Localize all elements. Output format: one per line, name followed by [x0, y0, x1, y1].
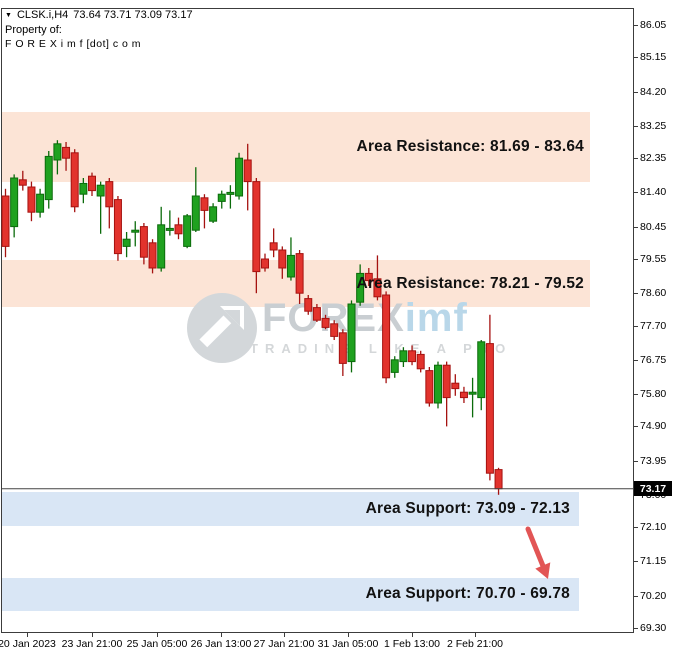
chart-header: ▼ CLSK.i,H4 73.64 73.71 73.09 73.17 Prop…	[5, 9, 193, 50]
candle-body	[36, 193, 45, 213]
candle-body	[1, 195, 10, 247]
candle-body	[321, 317, 330, 328]
candle-body	[485, 343, 494, 474]
candle-body	[165, 227, 174, 231]
candle-body	[200, 197, 209, 211]
candle-body	[139, 226, 148, 258]
candle-body	[27, 186, 36, 213]
candle-body	[330, 323, 339, 337]
candle-body	[113, 199, 122, 255]
current-price-tag: 73.17	[634, 481, 672, 496]
candle-body	[477, 341, 486, 399]
property-of-label: Property of:	[5, 24, 62, 36]
candle-body	[122, 238, 131, 247]
candle-body	[209, 206, 218, 222]
symbol-period-label: CLSK.i,H4	[16, 9, 69, 21]
candle-body	[79, 182, 88, 195]
candle-body	[468, 391, 477, 395]
candle-body	[390, 359, 399, 373]
candle-body	[191, 195, 200, 231]
candle-body	[226, 191, 235, 195]
property-value-label: F O R E X i m f [dot] c o m	[5, 38, 142, 50]
candle-body	[174, 224, 183, 235]
candle-body	[269, 242, 278, 251]
candle-body	[425, 370, 434, 404]
candle-body	[217, 193, 226, 202]
candle-body	[131, 229, 140, 233]
candle-body	[183, 215, 192, 247]
candle-body	[408, 350, 417, 363]
symbol-dropdown-icon[interactable]: ▼	[5, 11, 12, 19]
candle-body	[312, 307, 321, 321]
ohlc-quote-label: 73.64 73.71 73.09 73.17	[73, 9, 193, 21]
candle-body	[96, 184, 105, 197]
candle-body	[442, 364, 451, 399]
candle-body	[399, 350, 408, 363]
candle-body	[434, 364, 442, 404]
candle-body	[416, 353, 425, 370]
bearish-projection-arrow-icon	[525, 526, 551, 579]
candle-body	[338, 332, 347, 364]
candle-body	[459, 391, 468, 399]
candle-body	[451, 382, 460, 390]
